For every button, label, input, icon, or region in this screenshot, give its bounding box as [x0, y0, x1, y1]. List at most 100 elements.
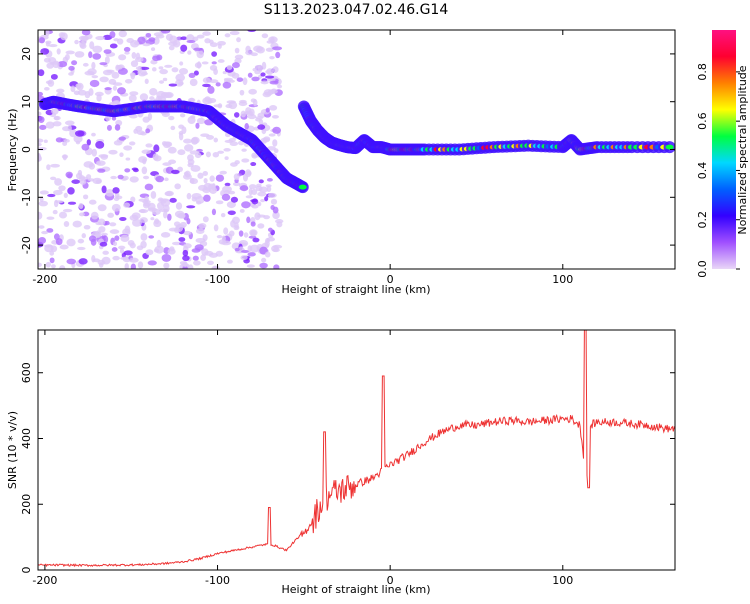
heatmap-speckle: [247, 113, 257, 120]
heatmap-speckle: [68, 72, 74, 76]
heatmap-speckle: [261, 257, 267, 263]
heatmap-speckle: [117, 87, 126, 95]
heatmap-speckle: [254, 65, 261, 69]
heatmap-speckle: [237, 140, 245, 146]
heatmap-speckle: [234, 160, 240, 165]
heatmap-speckle: [247, 252, 256, 257]
heatmap-speckle: [164, 92, 173, 98]
heatmap-speckle: [251, 188, 258, 195]
heatmap-speckle: [88, 51, 93, 59]
heatmap-speckle: [163, 262, 170, 269]
heatmap-speckle: [149, 96, 155, 101]
heatmap-speckle: [202, 234, 208, 242]
heatmap-speckle: [264, 196, 269, 202]
heatmap-speckle: [141, 166, 148, 175]
heatmap-speckle: [272, 66, 279, 73]
heatmap-speckle: [50, 264, 56, 269]
heatmap-speckle: [151, 67, 157, 72]
heatmap-speckle: [111, 247, 118, 252]
heatmap-speckle: [227, 210, 236, 216]
heatmap-speckle: [114, 235, 120, 241]
heatmap-speckle: [161, 253, 172, 262]
heatmap-speckle: [266, 40, 274, 44]
heatmap-speckle: [203, 194, 211, 202]
heatmap-speckle: [180, 44, 188, 52]
heatmap-speckle: [213, 137, 219, 143]
heatmap-speckle: [195, 228, 205, 235]
heatmap-speckle: [240, 255, 248, 261]
heatmap-speckle: [135, 52, 141, 60]
heatmap-speckle: [238, 230, 244, 237]
heatmap-speckle: [213, 224, 219, 232]
heatmap-speckle: [200, 254, 206, 262]
heatmap-speckle: [145, 143, 153, 148]
heatmap-speckle: [75, 83, 82, 89]
heatmap-speckle: [96, 161, 102, 165]
heatmap-speckle: [164, 64, 173, 68]
heatmap-speckle: [66, 238, 76, 247]
spectrogram-ytick-label: 20: [20, 47, 33, 61]
heatmap-speckle: [77, 238, 85, 244]
heatmap-speckle: [192, 255, 199, 261]
heatmap-speckle: [218, 239, 227, 245]
heatmap-speckle: [72, 220, 82, 228]
heatmap-speckle: [171, 169, 180, 174]
heatmap-speckle: [109, 31, 116, 39]
spectrogram-heatmap: [38, 30, 675, 269]
heatmap-speckle: [245, 50, 254, 56]
heatmap-speckle: [77, 246, 86, 251]
heatmap-speckle: [83, 161, 94, 168]
heatmap-speckle: [184, 144, 194, 152]
heatmap-speckle: [144, 183, 154, 191]
heatmap-speckle: [46, 62, 54, 69]
spectrogram-ytick-label: -10: [20, 188, 33, 206]
spectrogram-ytick-label: -20: [20, 236, 33, 254]
heatmap-speckle: [263, 136, 271, 142]
heatmap-speckle: [250, 230, 257, 237]
heatmap-speckle: [81, 30, 91, 36]
heatmap-speckle: [224, 182, 231, 187]
heatmap-speckle: [66, 258, 77, 265]
snr-ylabel: SNR (10 * v/v): [6, 411, 19, 489]
heatmap-speckle: [44, 244, 53, 248]
heatmap-speckle: [183, 173, 192, 180]
heatmap-speckle: [178, 132, 184, 141]
heatmap-speckle: [91, 61, 96, 70]
heatmap-speckle: [269, 55, 275, 60]
heatmap-speckle: [265, 47, 274, 52]
heatmap-speckle: [273, 264, 280, 269]
heatmap-speckle: [266, 185, 272, 192]
heatmap-speckle: [38, 69, 45, 77]
heatmap-speckle: [92, 53, 102, 60]
heatmap-speckle: [228, 230, 235, 237]
heatmap-speckle: [239, 89, 245, 96]
heatmap-speckle: [154, 218, 160, 225]
heatmap-speckle: [268, 89, 278, 94]
heatmap-speckle: [183, 230, 192, 236]
heatmap-speckle: [138, 198, 148, 202]
heatmap-speckle: [187, 97, 196, 103]
heatmap-speckle: [236, 77, 244, 82]
colorbar-label: Normalized spectral amplitude: [736, 65, 749, 234]
heatmap-speckle: [160, 30, 171, 34]
heatmap-speckle: [165, 141, 173, 147]
heatmap-speckle: [167, 146, 177, 154]
heatmap-speckle: [222, 71, 227, 75]
spectrogram-ylabel: Frequency (Hz): [6, 109, 19, 192]
heatmap-speckle: [222, 81, 232, 89]
heatmap-speckle: [45, 40, 52, 45]
heatmap-speckle: [70, 85, 76, 93]
heatmap-speckle: [119, 216, 127, 221]
heatmap-speckle: [179, 113, 186, 118]
heatmap-speckle: [260, 199, 266, 203]
heatmap-speckle: [195, 122, 200, 129]
heatmap-speckle: [128, 94, 137, 102]
heatmap-speckle: [59, 265, 66, 269]
heatmap-speckle: [78, 202, 84, 210]
spectrogram-ytick-label: 0: [20, 146, 33, 153]
heatmap-speckle: [257, 201, 262, 207]
heatmap-speckle: [168, 83, 178, 87]
heatmap-speckle: [79, 212, 85, 217]
heatmap-speckle: [123, 202, 131, 208]
